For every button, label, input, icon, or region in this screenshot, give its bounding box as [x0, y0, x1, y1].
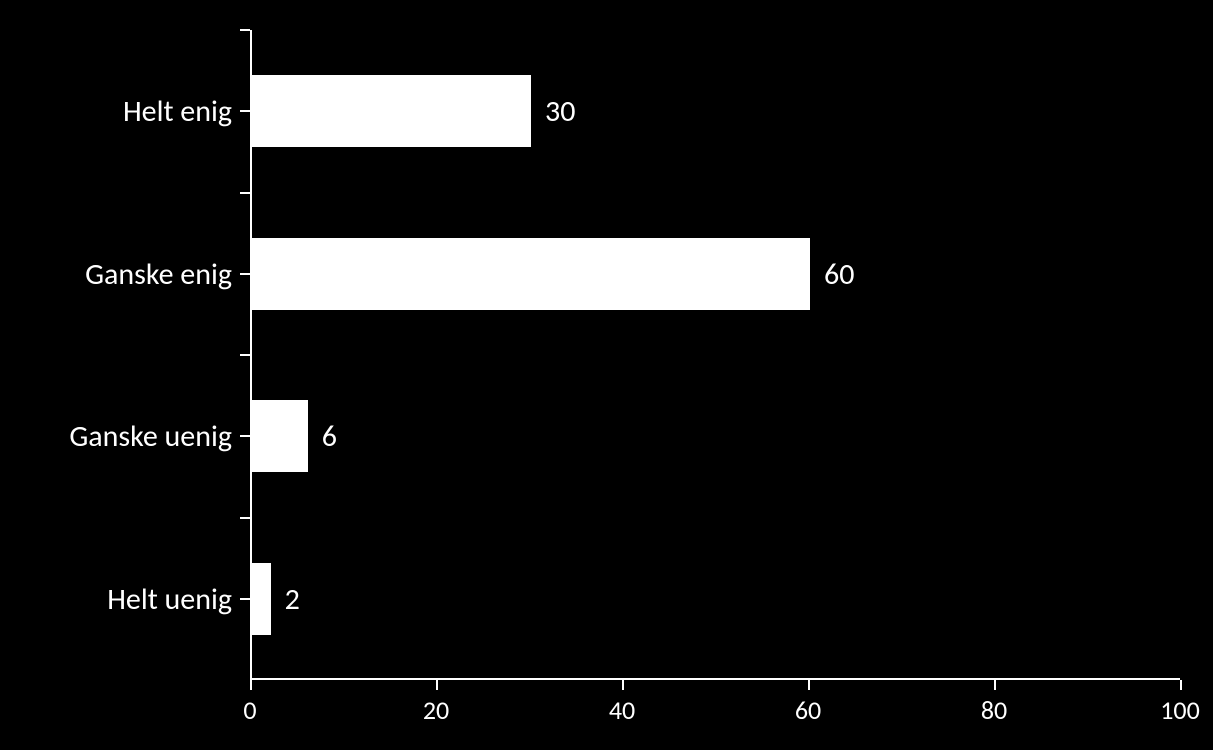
x-tick-label: 60	[795, 694, 821, 726]
bar	[252, 563, 271, 635]
category-label: Helt enig	[123, 93, 232, 130]
x-tick-label: 40	[609, 694, 635, 726]
category-label: Helt uenig	[107, 581, 232, 618]
bar	[252, 75, 531, 147]
y-tick	[240, 29, 250, 31]
bar	[252, 238, 810, 310]
y-tick	[240, 192, 250, 194]
x-tick-label: 20	[423, 694, 449, 726]
y-tick	[240, 598, 250, 600]
y-tick	[240, 273, 250, 275]
y-tick	[240, 517, 250, 519]
x-tick	[250, 680, 252, 690]
x-tick	[622, 680, 624, 690]
y-tick	[240, 110, 250, 112]
y-tick	[240, 354, 250, 356]
value-label: 60	[824, 256, 854, 293]
bar	[252, 400, 308, 472]
bar-chart: Helt enig Ganske enig Ganske uenig Helt uen…	[20, 30, 1190, 730]
x-tick	[1180, 680, 1182, 690]
category-label: Ganske uenig	[69, 418, 232, 455]
category-label: Ganske enig	[85, 256, 232, 293]
y-tick	[240, 435, 250, 437]
x-tick	[436, 680, 438, 690]
value-label: 6	[322, 418, 337, 455]
x-tick-label: 0	[243, 694, 256, 726]
value-label: 2	[285, 581, 300, 618]
x-tick	[994, 680, 996, 690]
value-label: 30	[545, 93, 575, 130]
x-tick-label: 100	[1160, 694, 1200, 726]
x-tick-label: 80	[981, 694, 1007, 726]
x-tick	[808, 680, 810, 690]
